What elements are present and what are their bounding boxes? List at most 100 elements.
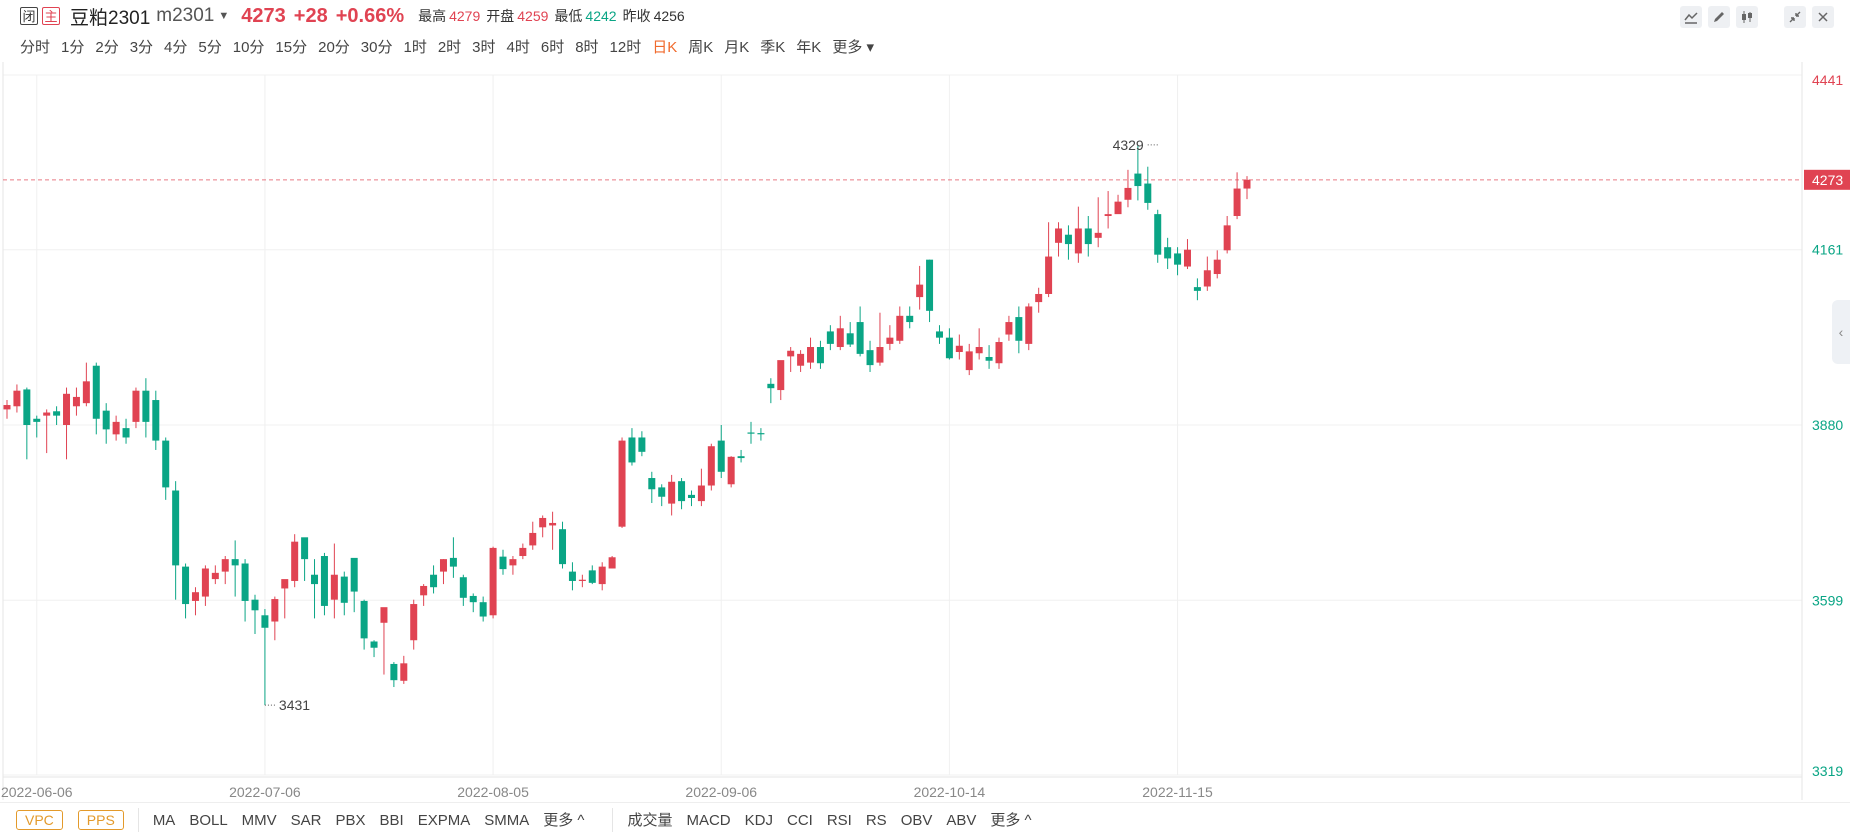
candle-style-icon[interactable] (1736, 6, 1758, 28)
indicators_sub-6[interactable]: OBV (900, 812, 933, 829)
candle (1064, 225, 1072, 260)
period-21[interactable]: 年K (796, 38, 822, 56)
period-19[interactable]: 月K (724, 38, 750, 56)
candle-body (439, 559, 447, 572)
candle (717, 425, 725, 479)
indicators_main-0[interactable]: MA (152, 812, 176, 829)
candle (727, 456, 735, 488)
period-15[interactable]: 8时 (575, 38, 599, 56)
candle-body (1124, 187, 1132, 200)
period-18[interactable]: 周K (688, 38, 714, 56)
period-11[interactable]: 2时 (437, 38, 462, 56)
candle-body (400, 663, 408, 681)
indicators_sub-3[interactable]: CCI (786, 812, 813, 829)
period-7[interactable]: 15分 (275, 38, 308, 56)
candle (112, 415, 120, 441)
close-icon[interactable] (1812, 6, 1834, 28)
candle-body (122, 428, 130, 438)
period-3[interactable]: 3分 (129, 38, 154, 56)
candle-body (499, 556, 507, 570)
candle-body (33, 418, 41, 422)
candle-body (618, 440, 626, 527)
candle-body (72, 396, 80, 407)
indicators_main-8[interactable]: 更多 ^ (543, 812, 585, 829)
candle-body (717, 440, 725, 472)
period-4[interactable]: 4分 (164, 38, 188, 56)
candle-body (737, 456, 745, 459)
main-contract-badge: 主 (42, 7, 60, 25)
x-tick-label: 2022-06-06 (1, 784, 73, 800)
candle-body (479, 602, 487, 617)
last-price: 4273 (241, 4, 286, 27)
period-5[interactable]: 5分 (198, 38, 222, 56)
candle (152, 390, 160, 450)
period-16[interactable]: 12时 (609, 38, 642, 56)
candle (410, 599, 418, 650)
candle-body (1183, 249, 1191, 267)
line-tool-icon[interactable] (1680, 6, 1702, 28)
candle-body (1114, 201, 1122, 215)
candle (707, 443, 715, 491)
indicators_sub-7[interactable]: ABV (946, 812, 977, 829)
candle-body (906, 315, 914, 323)
collapse-icon[interactable] (1784, 6, 1806, 28)
period-14[interactable]: 6时 (540, 38, 565, 56)
period-0[interactable]: 分时 (20, 38, 51, 56)
candle (876, 312, 884, 366)
period-20[interactable]: 季K (760, 38, 786, 56)
candle (221, 556, 229, 585)
candle (846, 322, 854, 348)
x-tick-label: 2022-10-14 (914, 784, 986, 800)
side-collapse-icon[interactable]: ‹ (1832, 300, 1850, 364)
indicators_sub-0[interactable]: 成交量 (627, 812, 673, 829)
period-2[interactable]: 2分 (95, 38, 119, 56)
period-6[interactable]: 10分 (232, 38, 265, 56)
candle-body (1164, 247, 1172, 259)
indicator-pps[interactable]: PPS (77, 809, 124, 830)
candle (1035, 287, 1043, 313)
period-1[interactable]: 1分 (61, 38, 85, 56)
candle-body (360, 600, 368, 639)
candle-body (112, 421, 120, 435)
indicators_main-7[interactable]: SMMA (484, 812, 530, 829)
indicators_main-5[interactable]: BBI (379, 812, 404, 829)
period-9[interactable]: 30分 (360, 38, 393, 56)
indicators_main-4[interactable]: PBX (335, 812, 366, 829)
candle (965, 343, 973, 376)
candle (469, 593, 477, 613)
indicators_main-3[interactable]: SAR (290, 812, 322, 829)
indicators_sub-8[interactable]: 更多 ^ (990, 812, 1032, 829)
candle (906, 306, 914, 329)
period-17[interactable]: 日K (652, 38, 678, 56)
period-13[interactable]: 4时 (506, 38, 530, 56)
candle (1025, 303, 1033, 351)
indicators_main-6[interactable]: EXPMA (417, 812, 471, 829)
candle (63, 387, 71, 460)
indicators_sub-5[interactable]: RS (865, 812, 887, 829)
candle-body (291, 541, 299, 581)
chevron-down-icon[interactable]: ▼ (218, 10, 230, 22)
period-22[interactable]: 更多 ▾ (832, 38, 875, 56)
candle (807, 337, 815, 369)
symbol-name[interactable]: 豆粕2301 (70, 7, 151, 29)
candle-body (142, 390, 150, 422)
period-12[interactable]: 3时 (472, 38, 496, 56)
candle-body (53, 411, 61, 416)
candle-body (172, 490, 180, 566)
pen-tool-icon[interactable] (1708, 6, 1730, 28)
candle (896, 306, 904, 344)
candle (1114, 194, 1122, 215)
indicators_main-1[interactable]: BOLL (189, 812, 228, 829)
period-10[interactable]: 1时 (403, 38, 427, 56)
indicator-vpc[interactable]: VPC (16, 809, 63, 830)
indicators_sub-1[interactable]: MACD (686, 812, 731, 829)
chart-svg[interactable]: 2022-06-06 2022-07-06 2022-08-05 2022-09-06… (0, 62, 1850, 802)
indicators_sub-2[interactable]: KDJ (744, 812, 773, 829)
y-tick-label: 4441 (1812, 72, 1843, 88)
candlestick-chart[interactable]: 2022-06-06 2022-07-06 2022-08-05 2022-09-06… (0, 62, 1850, 807)
symbol-code[interactable]: m2301 (156, 5, 215, 26)
indicators_main-2[interactable]: MMV (241, 812, 277, 829)
candle (985, 345, 993, 369)
period-8[interactable]: 20分 (318, 38, 350, 56)
indicators_sub-4[interactable]: RSI (826, 812, 852, 829)
